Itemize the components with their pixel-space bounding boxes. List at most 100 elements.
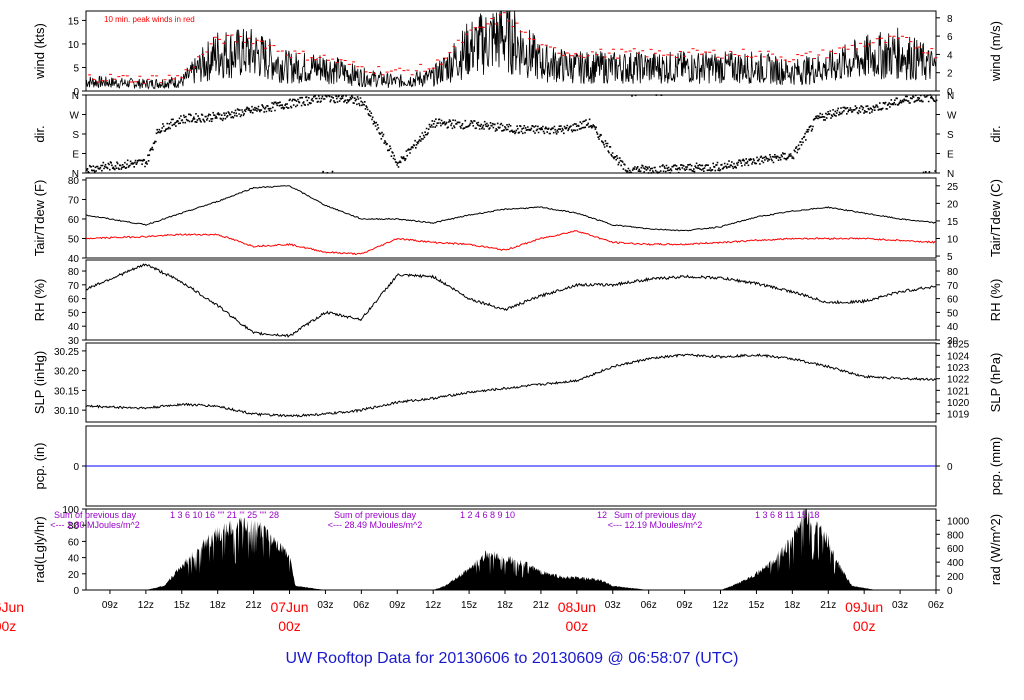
wind-series-line — [85, 10, 937, 90]
dir-left-axis-label: dir. — [32, 125, 47, 142]
x-axis-tick-label: 21z — [533, 600, 549, 611]
x-axis-day-label: 09Jun — [845, 599, 883, 615]
x-axis-tick-label: 03z — [605, 600, 621, 611]
x-axis-tick-label: 09z — [389, 600, 405, 611]
rh-right-tick-label: 50 — [947, 308, 959, 319]
rad-sum-line2: <--- 28.49 MJoules/m^2 — [328, 520, 423, 530]
temp-right-axis-label: Tair/Tdew (C) — [988, 179, 1003, 257]
rad-right-tick-label: 800 — [947, 530, 964, 541]
x-axis-day-time: 00z — [278, 618, 301, 634]
slp-right-tick-label: 1020 — [947, 398, 970, 409]
wind-right-axis-label: wind (m/s) — [988, 21, 1003, 82]
rh-left-tick-label: 50 — [68, 308, 80, 319]
x-axis-day-label: 07Jun — [270, 599, 308, 615]
wind-right-tick-label: 4 — [947, 50, 953, 61]
rad-hour-marks: 1 3 6 8 11 15 18 — [755, 510, 819, 520]
x-axis-day-time: 00z — [853, 618, 876, 634]
x-axis-tick-label: 03z — [892, 600, 908, 611]
rh-left-tick-label: 80 — [68, 267, 80, 278]
rad-left-tick-label: 60 — [68, 537, 80, 548]
rad-hour-marks: 12 — [597, 510, 607, 520]
temp-left-axis-label: Tair/Tdew (F) — [32, 180, 47, 257]
dir-right-tick-label: S — [947, 130, 954, 141]
temp-right-tick-label: 15 — [947, 217, 959, 228]
dir-right-axis-label: dir. — [988, 125, 1003, 142]
rad-sum-line1: Sum of previous day — [614, 510, 697, 520]
rh-right-tick-label: 80 — [947, 267, 959, 278]
wind-left-tick-label: 10 — [68, 40, 80, 51]
x-axis-tick-label: 15z — [461, 600, 477, 611]
slp-right-tick-label: 1021 — [947, 386, 970, 397]
rh-right-tick-label: 40 — [947, 322, 959, 333]
temp-left-tick-label: 70 — [68, 195, 80, 206]
wind-left-tick-label: 15 — [68, 16, 80, 27]
x-axis-tick-label: 06z — [928, 600, 944, 611]
chart-title: UW Rooftop Data for 20130606 to 20130609… — [285, 650, 739, 667]
rad-sum-line1: Sum of previous day — [54, 510, 137, 520]
pcp-left-axis-label: pcp. (in) — [32, 443, 47, 490]
x-axis-tick-label: 03z — [317, 600, 333, 611]
dir-right-tick-label: N — [947, 91, 954, 102]
rad-hour-marks: 1 3 6 10 16 '''' 21 ''' 25 '''' 28 — [170, 510, 279, 520]
x-axis-tick-label: 21z — [820, 600, 836, 611]
wind-left-axis-label: wind (kts) — [32, 23, 47, 80]
x-axis-tick-label: 21z — [246, 600, 262, 611]
slp-right-tick-label: 1019 — [947, 410, 970, 421]
tdew-series-line — [85, 230, 937, 256]
rad-left-axis-label: rad(Lgly/hr) — [32, 516, 47, 582]
temp-left-tick-label: 80 — [68, 176, 80, 187]
x-axis-tick-label: 09z — [677, 600, 693, 611]
rad-left-tick-label: 40 — [68, 554, 80, 565]
dir-right-tick-label: W — [947, 111, 957, 122]
temp-right-tick-label: 25 — [947, 182, 959, 193]
dir-right-tick-label: N — [947, 169, 954, 180]
slp-right-axis-label: SLP (hPa) — [988, 353, 1003, 413]
rad-sum-line2: <--- 12.19 MJoules/m^2 — [608, 520, 703, 530]
x-axis-tick-label: 12z — [138, 600, 154, 611]
dir-left-tick-label: N — [72, 91, 79, 102]
x-axis-tick-label: 09z — [102, 600, 118, 611]
slp-right-tick-label: 1025 — [947, 340, 970, 351]
temp-panel-frame — [85, 177, 937, 259]
rh-left-tick-label: 70 — [68, 281, 80, 292]
rad-left-tick-label: 20 — [68, 570, 80, 581]
x-axis-tick-label: 12z — [712, 600, 728, 611]
slp-left-axis-label: SLP (inHg) — [32, 351, 47, 414]
x-axis-day-time: 00z — [566, 618, 589, 634]
rad-right-tick-label: 600 — [947, 544, 964, 555]
rh-right-tick-label: 70 — [947, 281, 959, 292]
rh-right-tick-label: 30 — [947, 336, 959, 347]
rad-right-tick-label: 1000 — [947, 516, 970, 527]
slp-left-tick-label: 30.15 — [54, 386, 79, 397]
temp-right-tick-label: 10 — [947, 234, 959, 245]
rad-left-tick-label: 80 — [68, 521, 80, 532]
dir-series-dots — [86, 94, 938, 174]
wind-panel-frame — [85, 10, 937, 92]
slp-right-tick-label: 1022 — [947, 375, 970, 386]
rh-right-tick-label: 60 — [947, 295, 959, 306]
slp-right-tick-label: 1024 — [947, 351, 970, 362]
slp-right-tick-label: 1023 — [947, 363, 970, 374]
rh-left-tick-label: 30 — [68, 336, 80, 347]
rad-series-area — [86, 509, 936, 590]
rad-right-tick-label: 0 — [947, 586, 953, 597]
pcp-right-tick-label: 0 — [947, 462, 953, 473]
wind-right-tick-label: 8 — [947, 14, 953, 25]
dir-left-tick-label: W — [70, 111, 80, 122]
slp-left-tick-label: 30.20 — [54, 367, 79, 378]
dir-panel-frame — [85, 94, 937, 174]
x-axis-tick-label: 18z — [784, 600, 800, 611]
pcp-left-tick-label: 0 — [73, 462, 79, 473]
temp-right-tick-label: 5 — [947, 252, 953, 263]
rad-right-axis-label: rad (W/m^2) — [988, 514, 1003, 585]
x-axis-day-label: 06Jun — [0, 599, 24, 615]
dir-left-tick-label: E — [72, 150, 79, 161]
temp-left-tick-label: 40 — [68, 254, 80, 265]
wind-right-tick-label: 2 — [947, 69, 953, 80]
temp-left-tick-label: 60 — [68, 215, 80, 226]
rad-sum-line1: Sum of previous day — [334, 510, 417, 520]
rad-left-tick-label: 100 — [62, 505, 79, 516]
slp-left-tick-label: 30.10 — [54, 406, 79, 417]
meteogram-chart: wind (kts) wind (m/s) dir. dir. Tair/Tdew (F… — [0, 10, 1003, 634]
rh-left-axis-label: RH (%) — [32, 279, 47, 322]
